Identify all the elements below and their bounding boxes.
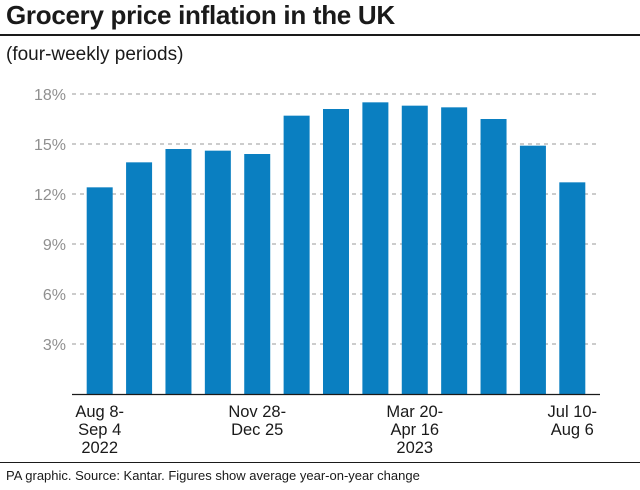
bar bbox=[519, 145, 546, 394]
x-tick-label: Jul 10-Aug 6 bbox=[548, 403, 598, 439]
bar bbox=[126, 162, 153, 394]
y-axis-ticks: 3% 6% 9% 12% 15% 18% bbox=[34, 87, 66, 354]
bar bbox=[480, 119, 507, 394]
footer-divider bbox=[0, 462, 640, 463]
bar bbox=[441, 107, 468, 394]
bar bbox=[559, 182, 586, 394]
x-axis-labels: Aug 8-Sep 4 2022 Nov 28-Dec 25 Mar 20-Apr 1… bbox=[75, 403, 597, 457]
y-tick-label: 12% bbox=[34, 187, 66, 204]
chart-title: Grocery price inflation in the UK bbox=[6, 0, 395, 30]
bar bbox=[362, 102, 389, 394]
bar bbox=[204, 150, 231, 394]
bar bbox=[165, 149, 192, 394]
bars bbox=[86, 102, 586, 395]
y-tick-label: 6% bbox=[43, 287, 66, 304]
y-tick-label: 18% bbox=[34, 87, 66, 104]
y-tick-label: 15% bbox=[34, 137, 66, 154]
y-tick-label: 3% bbox=[43, 337, 66, 354]
bar bbox=[401, 105, 428, 395]
title-divider bbox=[0, 34, 640, 36]
y-tick-label: 9% bbox=[43, 237, 66, 254]
x-tick-label: Nov 28-Dec 25 bbox=[228, 403, 286, 439]
x-tick-label: Mar 20-Apr 16 2023 bbox=[386, 403, 443, 457]
bar bbox=[86, 187, 113, 394]
chart-subtitle: (four-weekly periods) bbox=[6, 44, 184, 65]
source-footnote: PA graphic. Source: Kantar. Figures show… bbox=[6, 468, 420, 483]
bar bbox=[323, 109, 349, 394]
bar bbox=[283, 115, 310, 395]
bar bbox=[244, 154, 271, 394]
x-tick-label: Aug 8-Sep 4 2022 bbox=[75, 403, 124, 457]
